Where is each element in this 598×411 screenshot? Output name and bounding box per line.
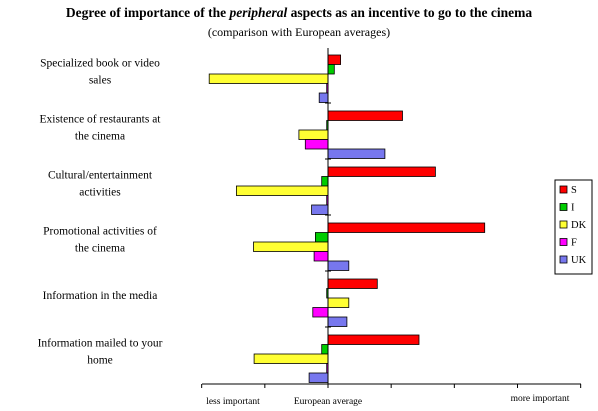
bar-uk-1 <box>327 148 386 159</box>
bar-s-5 <box>327 334 420 345</box>
category-label-2: Cultural/entertainment activities <box>48 170 153 199</box>
bar-i-2 <box>321 176 329 187</box>
bar-dk-4 <box>327 297 350 308</box>
chart-subtitle: (comparison with European averages) <box>208 25 390 39</box>
bar-i-0 <box>327 64 335 75</box>
bars-layer <box>208 54 486 383</box>
category-label-1-line-1: the cinema <box>75 131 125 143</box>
bar-s-3 <box>327 222 486 233</box>
bar-dk-0 <box>208 73 329 84</box>
x-tick-label-less-important: less important <box>206 397 260 407</box>
legend-label-dk: DK <box>571 220 587 231</box>
bar-s-1 <box>327 110 403 121</box>
legend-swatch-dk <box>559 220 568 229</box>
bar-i-5 <box>321 344 329 355</box>
category-label-4: Information in the media <box>43 290 158 302</box>
bar-uk-3 <box>327 260 350 271</box>
x-axis-labels: less important European average more imp… <box>206 394 570 407</box>
category-labels: Specialized book or video sales Existence … <box>38 58 163 367</box>
category-label-1-line-0: Existence of restaurants at <box>39 114 161 126</box>
legend: SI DK F UK <box>554 179 593 275</box>
x-tick-label-more-important: more important <box>511 394 570 404</box>
chart-title-part-1: peripheral <box>228 5 287 20</box>
axes-layer <box>201 48 582 388</box>
bar-f-3 <box>313 251 329 262</box>
bar-dk-5 <box>253 353 329 364</box>
bar-i-3 <box>314 232 329 243</box>
category-label-2-line-1: activities <box>79 187 121 199</box>
category-label-2-line-0: Cultural/entertainment <box>48 170 153 182</box>
legend-swatch-uk <box>559 255 568 264</box>
category-label-4-line-0: Information in the media <box>43 290 158 302</box>
bar-s-0 <box>327 54 342 65</box>
category-label-1: Existence of restaurants at the cinema <box>39 114 161 143</box>
legend-label-s: S <box>571 185 577 196</box>
bar-s-2 <box>327 166 436 177</box>
legend-swatch-f <box>559 238 568 246</box>
bar-uk-4 <box>327 316 348 327</box>
legend-label-uk: UK <box>571 255 587 266</box>
bar-dk-1 <box>298 129 329 140</box>
x-tick-label-european-average: European average <box>294 397 362 407</box>
bar-s-4 <box>327 278 378 289</box>
category-label-0-line-0: Specialized book or video <box>40 58 160 70</box>
category-label-0-line-1: sales <box>89 75 112 87</box>
category-label-0: Specialized book or video sales <box>40 58 160 87</box>
chart-title: Degree of importance of the peripheral a… <box>66 5 532 20</box>
bar-dk-3 <box>253 241 329 252</box>
bar-uk-2 <box>311 204 329 215</box>
legend-label-i: I <box>571 203 575 214</box>
bar-uk-0 <box>318 92 329 103</box>
chart-title-part-0: Degree of importance of the <box>66 5 230 20</box>
category-label-3-line-0: Promotional activities of <box>43 226 157 238</box>
bar-f-4 <box>312 307 329 318</box>
bar-f-1 <box>304 139 329 150</box>
category-label-5-line-0: Information mailed to your <box>38 338 163 350</box>
legend-swatch-i <box>559 203 568 211</box>
category-label-5-line-1: home <box>87 355 113 367</box>
chart-title-part-2: aspects as an incentive to go to the cin… <box>287 5 532 20</box>
category-label-5: Information mailed to your home <box>38 338 163 367</box>
category-label-3-line-1: the cinema <box>75 243 125 255</box>
category-label-3: Promotional activities of the cinema <box>43 226 157 255</box>
legend-label-f: F <box>571 238 577 249</box>
bar-uk-5 <box>308 372 329 383</box>
bar-dk-2 <box>235 185 329 196</box>
legend-swatch-s <box>559 185 568 194</box>
